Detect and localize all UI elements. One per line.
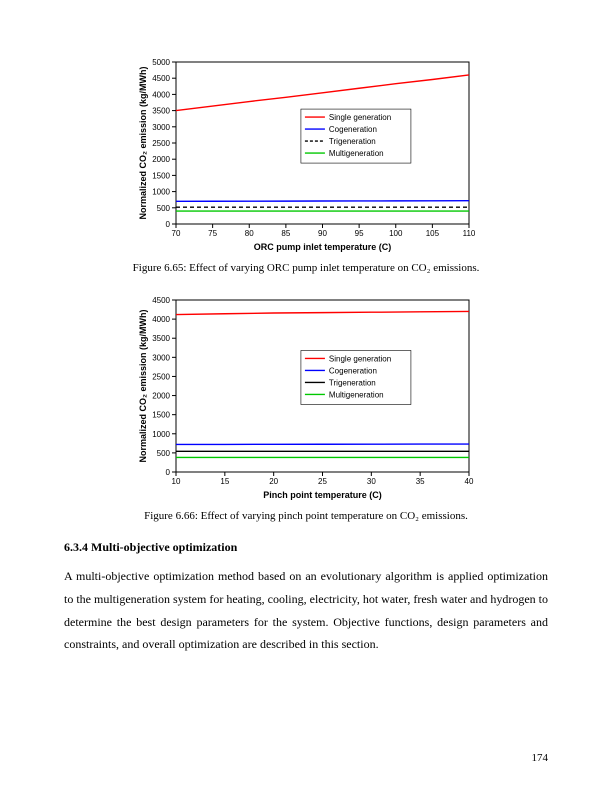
page-number: 174 [532, 752, 549, 764]
svg-text:4500: 4500 [152, 74, 170, 83]
svg-text:500: 500 [156, 204, 170, 213]
svg-text:85: 85 [281, 229, 290, 238]
svg-text:110: 110 [462, 229, 475, 238]
svg-text:105: 105 [425, 229, 439, 238]
svg-text:Normalized CO₂ emission (kg/MW: Normalized CO₂ emission (kg/MWh) [138, 309, 148, 462]
svg-text:80: 80 [244, 229, 253, 238]
figure-caption-665: Figure 6.65: Effect of varying ORC pump … [133, 262, 480, 274]
svg-text:75: 75 [208, 229, 217, 238]
svg-text:3000: 3000 [152, 123, 170, 132]
svg-text:ORC pump inlet temperature (C): ORC pump inlet temperature (C) [253, 242, 391, 252]
chart-pinch-point: 10 15 20 25 30 35 40 0 500 1000 1500 2000 2500 3000 35… [134, 292, 479, 502]
svg-text:Cogeneration: Cogeneration [328, 366, 376, 375]
svg-text:500: 500 [156, 449, 170, 458]
svg-text:90: 90 [318, 229, 327, 238]
svg-text:30: 30 [366, 477, 375, 486]
svg-text:2500: 2500 [152, 372, 170, 381]
svg-text:2000: 2000 [152, 155, 170, 164]
svg-text:3500: 3500 [152, 107, 170, 116]
svg-text:Multigeneration: Multigeneration [328, 149, 383, 158]
svg-text:Cogeneration: Cogeneration [328, 125, 376, 134]
svg-text:0: 0 [165, 468, 170, 477]
svg-text:3500: 3500 [152, 334, 170, 343]
svg-text:1000: 1000 [152, 188, 170, 197]
section-heading-634: 6.3.4 Multi-objective optimization [64, 540, 548, 555]
svg-text:40: 40 [464, 477, 473, 486]
svg-text:Single generation: Single generation [328, 113, 390, 122]
body-paragraph: A multi-objective optimization method ba… [64, 565, 548, 656]
chart-orc-pump-inlet: 70 75 80 85 90 95 100 105 110 0 500 1000 1500 2000 250… [134, 54, 479, 254]
svg-text:4000: 4000 [152, 90, 170, 99]
svg-text:Single generation: Single generation [328, 354, 390, 363]
svg-text:5000: 5000 [152, 58, 170, 67]
svg-text:20: 20 [269, 477, 278, 486]
svg-text:100: 100 [389, 229, 403, 238]
svg-text:Multigeneration: Multigeneration [328, 390, 383, 399]
svg-text:0: 0 [165, 220, 170, 229]
svg-text:Normalized CO₂ emission (kg/MW: Normalized CO₂ emission (kg/MWh) [138, 66, 148, 219]
figure-caption-666: Figure 6.66: Effect of varying pinch poi… [144, 510, 468, 522]
svg-text:10: 10 [171, 477, 180, 486]
svg-text:1500: 1500 [152, 411, 170, 420]
svg-text:70: 70 [171, 229, 180, 238]
svg-text:35: 35 [415, 477, 424, 486]
svg-text:1500: 1500 [152, 171, 170, 180]
svg-text:1000: 1000 [152, 430, 170, 439]
svg-text:4000: 4000 [152, 315, 170, 324]
svg-text:Pinch point temperature (C): Pinch point temperature (C) [263, 490, 382, 500]
svg-text:2000: 2000 [152, 392, 170, 401]
svg-text:25: 25 [318, 477, 327, 486]
svg-text:3000: 3000 [152, 353, 170, 362]
svg-text:Trigeneration: Trigeneration [328, 137, 375, 146]
svg-text:4500: 4500 [152, 296, 170, 305]
svg-text:2500: 2500 [152, 139, 170, 148]
svg-text:15: 15 [220, 477, 229, 486]
svg-text:Trigeneration: Trigeneration [328, 378, 375, 387]
svg-text:95: 95 [354, 229, 363, 238]
